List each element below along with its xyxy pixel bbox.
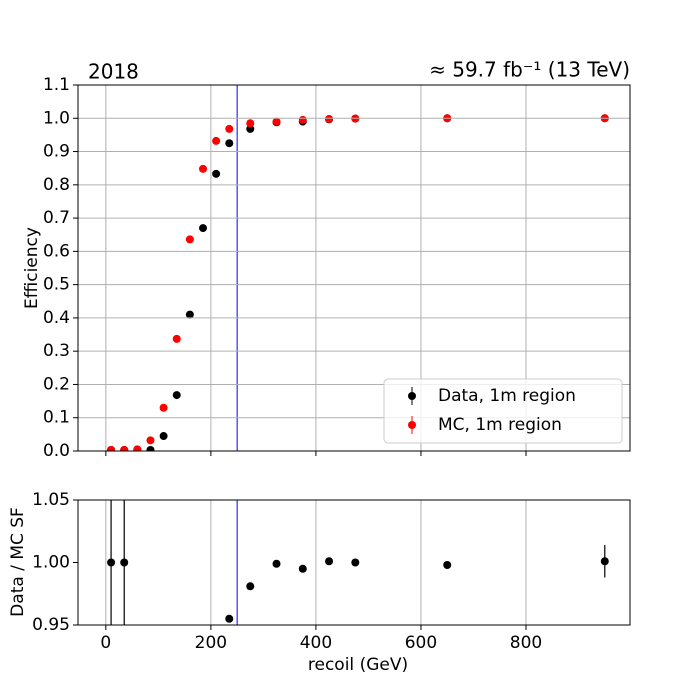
data-point: [172, 334, 181, 343]
y-tick-label: 1.0: [43, 108, 70, 128]
y-axis-label: Data / MC SF: [8, 507, 28, 617]
legend-box: [383, 378, 623, 444]
data-point: [212, 169, 221, 178]
y-tick-label: 0.3: [43, 341, 70, 361]
data-point: [351, 558, 360, 567]
data-point: [107, 446, 116, 451]
data-point: [298, 564, 307, 573]
y-tick-label: 1.05: [32, 490, 70, 510]
y-tick-label: 0.4: [43, 308, 70, 328]
legend-marker: [408, 392, 416, 400]
x-tick-label: 800: [510, 633, 542, 653]
data-point: [246, 582, 255, 591]
data-point: [159, 403, 168, 412]
data-point: [246, 119, 255, 128]
data-point: [120, 446, 129, 451]
data-point: [146, 436, 155, 445]
data-point: [225, 139, 234, 148]
left-title: 2018: [88, 60, 139, 84]
data-point: [225, 614, 234, 623]
y-axis-label: Efficiency: [22, 227, 42, 309]
y-tick-label: 0.1: [43, 408, 70, 428]
y-tick-label: 0.8: [43, 175, 70, 195]
data-point: [120, 558, 129, 567]
data-point: [443, 561, 452, 569]
data-point: [212, 136, 221, 145]
data-point: [298, 115, 307, 124]
data-point: [199, 224, 208, 233]
y-tick-label: 0.2: [43, 374, 70, 394]
data-point: [146, 446, 155, 451]
x-tick-label: 0: [100, 633, 111, 653]
data-point: [185, 310, 194, 319]
y-tick-label: 0.7: [43, 208, 70, 228]
y-tick-label: 0.5: [43, 275, 70, 295]
data-point: [107, 558, 116, 567]
axes-frame: [77, 499, 631, 626]
data-point: [159, 432, 168, 441]
plot-area: [107, 500, 609, 625]
data-point: [600, 557, 609, 566]
legend-label: MC, 1m region: [438, 415, 562, 435]
y-tick-label: 1.1: [43, 75, 70, 95]
data-point: [225, 124, 234, 133]
axes-frame: [77, 84, 631, 452]
legend-label: Data, 1m region: [438, 386, 576, 406]
data-point: [199, 164, 208, 173]
data-point: [246, 124, 255, 133]
y-tick-label: 0.9: [43, 142, 70, 162]
data-point: [172, 391, 181, 400]
data-point: [272, 559, 281, 568]
legend-marker: [408, 421, 416, 429]
x-tick-label: 600: [405, 633, 437, 653]
x-axis-label: recoil (GeV): [308, 655, 408, 675]
data-point: [133, 445, 142, 451]
data-point: [272, 117, 281, 126]
y-tick-label: 1.00: [32, 553, 70, 573]
y-tick-label: 0.0: [43, 441, 70, 461]
data-point: [185, 235, 194, 244]
right-title: ≈ 59.7 fb⁻¹ (13 TeV): [429, 58, 630, 82]
x-tick-label: 200: [195, 633, 227, 653]
y-tick-label: 0.6: [43, 241, 70, 261]
data-point: [325, 557, 334, 566]
x-tick-label: 400: [300, 633, 332, 653]
y-tick-label: 0.95: [32, 615, 70, 635]
data-point: [325, 114, 334, 123]
